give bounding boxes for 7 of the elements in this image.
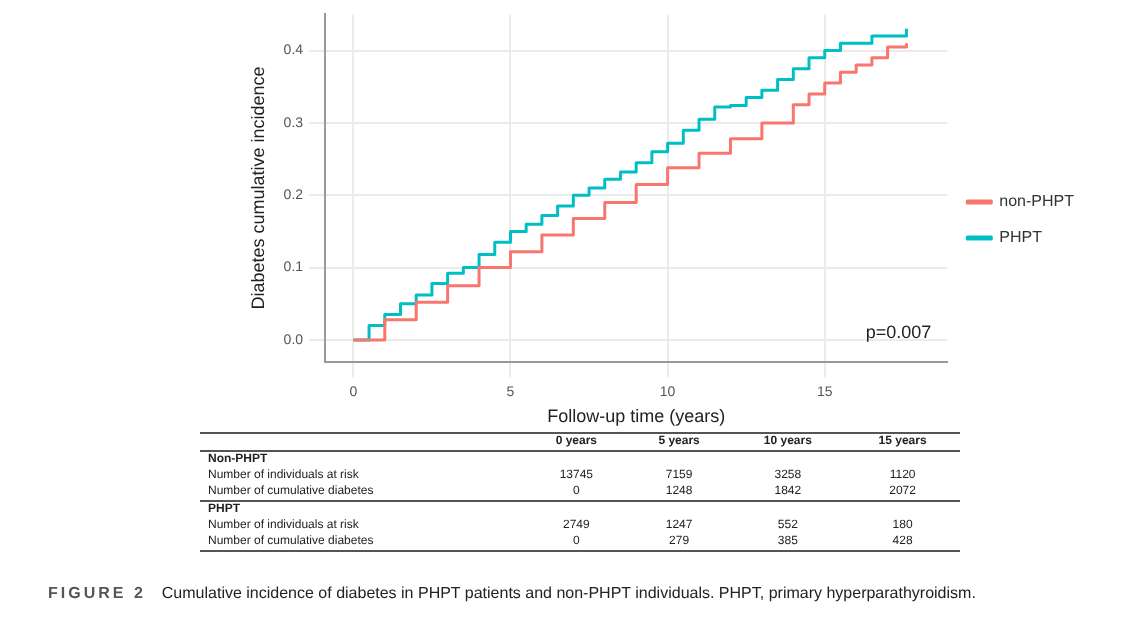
annotation: p=0.007 (865, 321, 932, 342)
legend-label: non-PHPT (999, 192, 1075, 211)
text: Cumulative incidence of diabetes in PHPT patients and non-PHPT individuals. PHPT, primary hyperparathyroidism. (161, 584, 976, 602)
x-axis-title: Follow-up time (years) (547, 406, 726, 427)
caption: FIGURE 2 (48, 584, 146, 602)
legend-label: PHPT (999, 228, 1043, 247)
y-axis-title: Diabetes cumulative incidence (247, 66, 268, 310)
